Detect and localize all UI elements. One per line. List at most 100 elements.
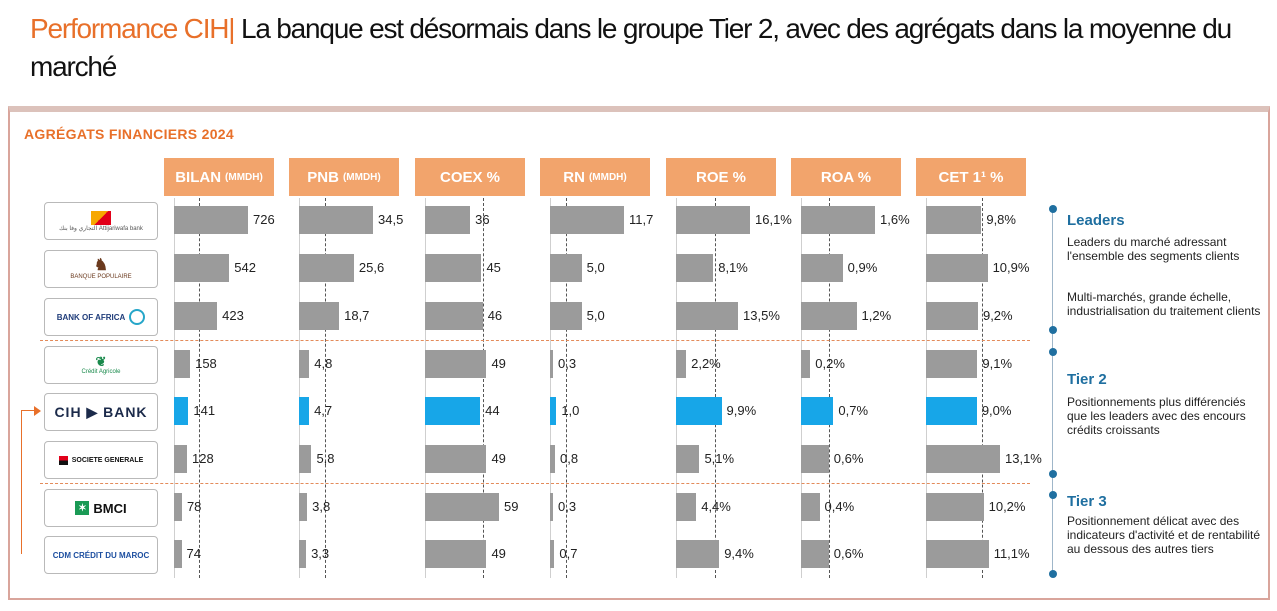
bar <box>926 206 982 234</box>
bar-value-label: 3,3 <box>311 546 330 561</box>
bar <box>174 445 188 473</box>
column-baseline <box>550 198 551 578</box>
column-header: PNB (MMDH) <box>289 158 399 196</box>
bar <box>550 493 553 521</box>
column-baseline <box>801 198 802 578</box>
bar-value-label: 59 <box>504 499 519 514</box>
bar-value-label: 1,0 <box>561 403 580 418</box>
bar <box>174 493 182 521</box>
bar <box>425 206 471 234</box>
bar <box>801 540 829 568</box>
bar <box>676 254 714 282</box>
bar-value-label: 2,2% <box>691 356 721 371</box>
bar-value-label: 46 <box>487 308 503 323</box>
bar <box>676 206 750 234</box>
bar-value-label: 49 <box>491 546 506 561</box>
column-baseline <box>425 198 426 578</box>
bar <box>676 445 700 473</box>
bar <box>676 493 697 521</box>
bar-value-label: 0,6% <box>833 546 864 561</box>
tier-text: Leaders du marché adressant l'ensemble d… <box>1067 235 1240 263</box>
timeline-dot <box>1049 205 1057 213</box>
bar-value-label: 3,8 <box>312 499 331 514</box>
boa-circle-icon <box>129 309 146 325</box>
tier-title-tier2: Tier 2 <box>1067 371 1107 388</box>
bar-value-label: 5,1% <box>704 451 735 466</box>
bank-logo-banque-populaire: ♞ BANQUE POPULAIRE <box>44 250 158 288</box>
bar <box>425 540 487 568</box>
bar-value-label: 0,9% <box>847 260 878 275</box>
horse-icon: ♞ <box>93 257 109 274</box>
bar-value-label: 128 <box>192 451 214 466</box>
bmci-star-icon: ✶ <box>75 501 90 515</box>
bank-logo-cdm: CDM CRÉDIT DU MAROC <box>44 536 158 574</box>
column-baseline <box>174 198 175 578</box>
bank-logo-text: BMCI <box>93 500 127 516</box>
bank-logo-text: التجاري وفا بنك Attijariwafa bank <box>59 225 143 232</box>
average-reference-line <box>482 198 484 578</box>
tier-title-tier3: Tier 3 <box>1067 493 1107 510</box>
column-header: COEX % <box>415 158 525 196</box>
bar-value-label: 0,7% <box>838 403 869 418</box>
bar <box>425 397 481 425</box>
attijariwafa-icon <box>91 210 111 225</box>
bar <box>801 493 820 521</box>
column-header-label: CET 1¹ % <box>938 168 1004 186</box>
column-header-label: PNB <box>307 168 339 186</box>
bar <box>550 302 582 330</box>
timeline-dot <box>1049 326 1057 334</box>
bar <box>801 254 843 282</box>
average-reference-line <box>982 198 984 578</box>
tier-separator <box>40 483 1030 484</box>
bar-value-label: 13,5% <box>743 308 780 323</box>
bar <box>926 540 989 568</box>
bar <box>299 254 354 282</box>
bar-value-label: 44 <box>485 403 500 418</box>
bar <box>801 445 829 473</box>
bank-logo-cih: CIH ▶ BANK <box>44 393 158 431</box>
bar <box>299 397 310 425</box>
timeline-dot <box>1049 491 1057 499</box>
average-reference-line <box>714 198 716 578</box>
tier-separator <box>40 340 1030 341</box>
column-header: ROA % <box>791 158 901 196</box>
column-header: CET 1¹ % <box>916 158 1026 196</box>
bar-value-label: 10,2% <box>988 499 1026 514</box>
bar <box>425 302 483 330</box>
bar <box>801 350 811 378</box>
bar <box>174 206 248 234</box>
bank-logo-attijariwafa: التجاري وفا بنك Attijariwafa bank <box>44 202 158 240</box>
tier-text: Positionnements plus différenciés que le… <box>1067 395 1246 437</box>
bar-value-label: 8,1% <box>718 260 748 275</box>
bar-value-label: 9,9% <box>726 403 757 418</box>
bar-value-label: 49 <box>491 356 506 371</box>
bar <box>299 302 340 330</box>
bar <box>174 254 230 282</box>
bar <box>550 540 555 568</box>
bar <box>550 350 553 378</box>
column-header: RN (MMDH) <box>540 158 650 196</box>
bar <box>425 445 487 473</box>
bar <box>550 206 624 234</box>
bank-logo-text: BANQUE POPULAIRE <box>70 274 132 280</box>
average-reference-line <box>565 198 567 578</box>
bar-value-label: 0,3 <box>558 499 577 514</box>
bar-value-label: 5,8 <box>316 451 335 466</box>
bar-value-label: 34,5 <box>378 212 404 227</box>
page-title: Performance CIH| La banque est désormais… <box>30 10 1245 86</box>
column-header: ROE % <box>666 158 776 196</box>
cih-arrow-line-horizontal <box>21 410 35 411</box>
bar <box>174 397 189 425</box>
bar <box>801 397 834 425</box>
bank-logo-text: Crédit Agricole <box>81 369 121 375</box>
column-header-unit: (MMDH) <box>225 171 263 183</box>
average-reference-line <box>199 198 201 578</box>
bar <box>299 540 307 568</box>
bar-value-label: 5,0 <box>586 308 605 323</box>
column-baseline <box>299 198 300 578</box>
tier-title-leaders: Leaders <box>1067 212 1125 229</box>
bar <box>676 302 739 330</box>
bar <box>550 445 556 473</box>
column-header-unit: (MMDH) <box>588 171 627 183</box>
arrow-head-icon <box>34 406 41 416</box>
